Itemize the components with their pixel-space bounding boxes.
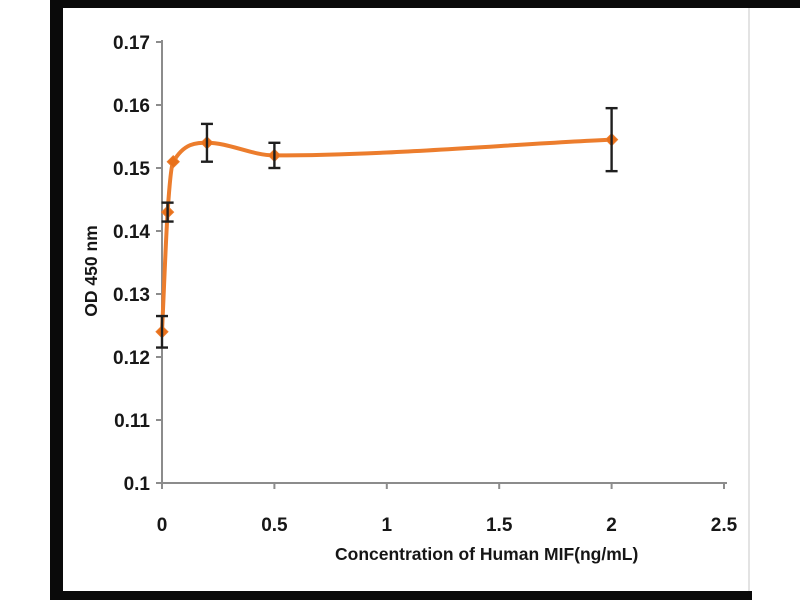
frame-left-border (50, 0, 63, 600)
frame-top-border (50, 0, 800, 8)
y-tick-label: 0.17 (113, 33, 150, 54)
y-axis-title: OD 450 nm (81, 225, 101, 317)
series-line (160, 137, 614, 334)
y-tick-label: 0.14 (113, 222, 150, 243)
x-tick-label: 2 (606, 515, 617, 536)
chart-right-edge-line (748, 8, 750, 591)
y-tick-label: 0.11 (114, 411, 150, 432)
data-point-marker (166, 154, 180, 169)
x-tick-label: 2.5 (711, 515, 738, 536)
x-tick-label: 1.5 (486, 515, 513, 536)
y-tick-label: 0.13 (113, 285, 150, 306)
x-tick-label: 0.5 (261, 515, 288, 536)
y-tick-label: 0.15 (113, 159, 150, 180)
x-tick-label: 1 (382, 515, 393, 536)
y-tick-label: 0.1 (124, 474, 151, 495)
frame-bottom-border (50, 591, 752, 600)
x-tick-label: 0 (157, 515, 168, 536)
y-tick-label: 0.12 (113, 348, 150, 369)
x-axis-title: Concentration of Human MIF(ng/mL) (335, 544, 639, 564)
y-tick-label: 0.16 (113, 96, 150, 117)
